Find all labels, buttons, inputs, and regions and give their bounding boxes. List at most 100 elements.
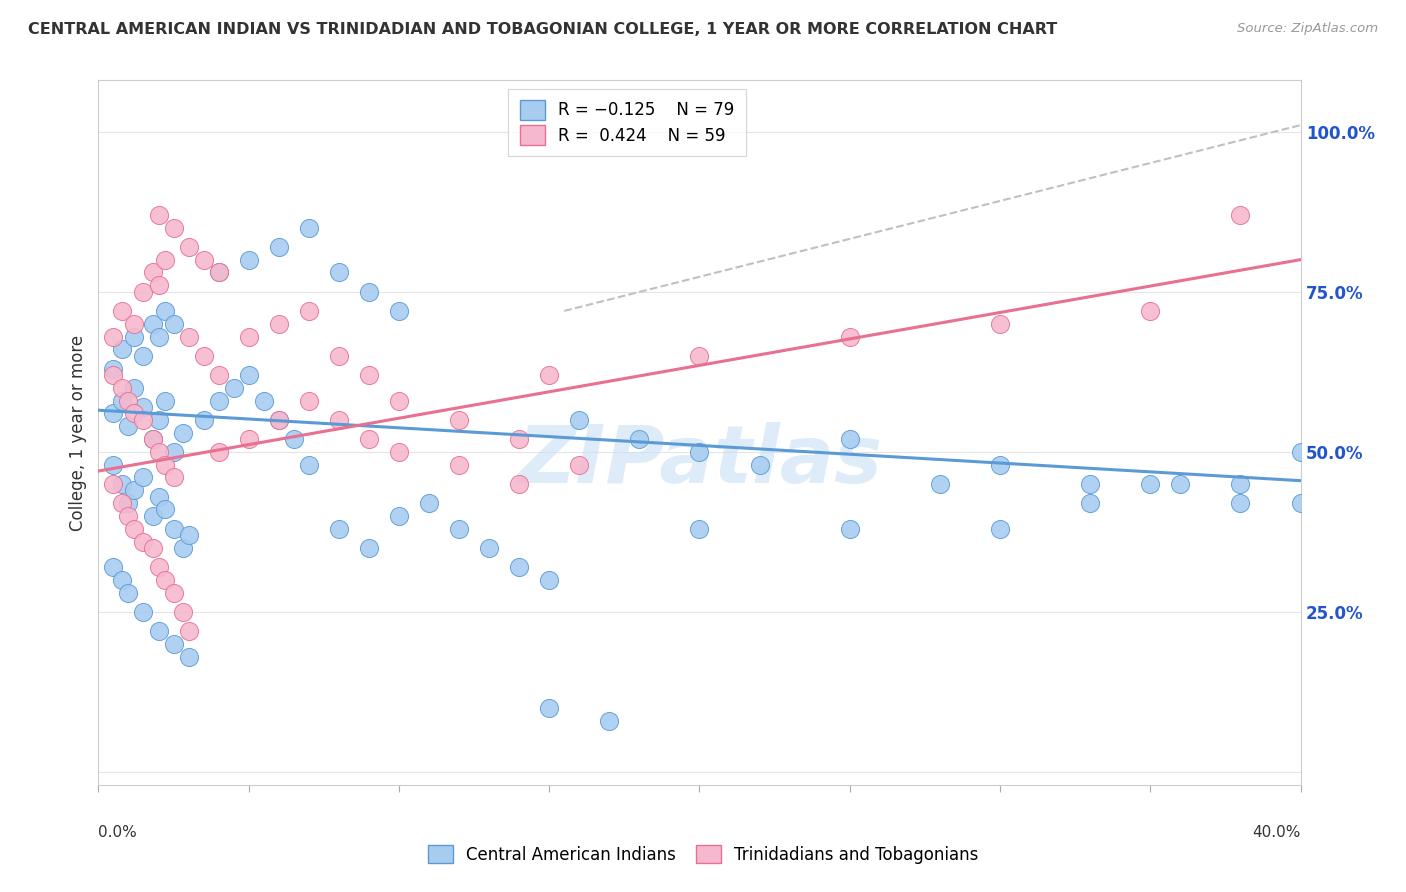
Point bbox=[357, 368, 380, 382]
Point bbox=[357, 432, 380, 446]
Point bbox=[538, 368, 561, 382]
Text: CENTRAL AMERICAN INDIAN VS TRINIDADIAN AND TOBAGONIAN COLLEGE, 1 YEAR OR MORE CO: CENTRAL AMERICAN INDIAN VS TRINIDADIAN A… bbox=[28, 22, 1057, 37]
Point bbox=[1229, 496, 1251, 510]
Point bbox=[162, 317, 184, 331]
Point bbox=[117, 586, 139, 600]
Point bbox=[1139, 304, 1161, 318]
Point bbox=[103, 476, 125, 491]
Point bbox=[162, 470, 184, 484]
Point bbox=[124, 381, 146, 395]
Point bbox=[222, 381, 245, 395]
Point bbox=[177, 329, 200, 343]
Point bbox=[298, 304, 321, 318]
Point bbox=[141, 265, 163, 279]
Point bbox=[598, 714, 620, 728]
Point bbox=[103, 560, 125, 574]
Point bbox=[988, 458, 1011, 472]
Point bbox=[388, 445, 411, 459]
Point bbox=[111, 304, 134, 318]
Point bbox=[193, 252, 215, 267]
Point bbox=[103, 329, 125, 343]
Point bbox=[988, 522, 1011, 536]
Point bbox=[141, 541, 163, 555]
Point bbox=[267, 240, 290, 254]
Point bbox=[1170, 476, 1192, 491]
Point bbox=[208, 368, 231, 382]
Point bbox=[177, 528, 200, 542]
Point bbox=[148, 624, 170, 639]
Point bbox=[132, 400, 155, 414]
Y-axis label: College, 1 year or more: College, 1 year or more bbox=[69, 334, 87, 531]
Point bbox=[1229, 208, 1251, 222]
Point bbox=[447, 458, 470, 472]
Point bbox=[1139, 476, 1161, 491]
Point bbox=[132, 470, 155, 484]
Point bbox=[162, 522, 184, 536]
Point bbox=[148, 413, 170, 427]
Point bbox=[162, 445, 184, 459]
Point bbox=[117, 419, 139, 434]
Point bbox=[298, 458, 321, 472]
Point bbox=[208, 265, 231, 279]
Point bbox=[124, 483, 146, 498]
Point bbox=[124, 522, 146, 536]
Point bbox=[193, 349, 215, 363]
Point bbox=[141, 432, 163, 446]
Point bbox=[103, 406, 125, 420]
Point bbox=[141, 432, 163, 446]
Point bbox=[153, 393, 176, 408]
Point bbox=[388, 508, 411, 523]
Point bbox=[148, 278, 170, 293]
Point bbox=[111, 393, 134, 408]
Point bbox=[208, 393, 231, 408]
Point bbox=[688, 522, 710, 536]
Point bbox=[298, 220, 321, 235]
Point bbox=[688, 445, 710, 459]
Point bbox=[328, 522, 350, 536]
Point bbox=[117, 496, 139, 510]
Point bbox=[111, 476, 134, 491]
Point bbox=[688, 349, 710, 363]
Point bbox=[148, 445, 170, 459]
Point bbox=[508, 560, 530, 574]
Point bbox=[132, 534, 155, 549]
Point bbox=[132, 349, 155, 363]
Point bbox=[172, 605, 194, 619]
Point bbox=[148, 490, 170, 504]
Point bbox=[193, 413, 215, 427]
Point bbox=[838, 432, 860, 446]
Legend: R = −0.125    N = 79, R =  0.424    N = 59: R = −0.125 N = 79, R = 0.424 N = 59 bbox=[509, 88, 747, 156]
Point bbox=[162, 586, 184, 600]
Point bbox=[148, 329, 170, 343]
Point bbox=[141, 508, 163, 523]
Point bbox=[238, 368, 260, 382]
Point bbox=[988, 317, 1011, 331]
Point bbox=[103, 458, 125, 472]
Point bbox=[568, 413, 591, 427]
Point bbox=[838, 522, 860, 536]
Point bbox=[153, 304, 176, 318]
Point bbox=[328, 349, 350, 363]
Point bbox=[124, 329, 146, 343]
Point bbox=[153, 458, 176, 472]
Point bbox=[208, 445, 231, 459]
Point bbox=[283, 432, 305, 446]
Point bbox=[478, 541, 501, 555]
Point bbox=[111, 381, 134, 395]
Point bbox=[141, 317, 163, 331]
Point bbox=[568, 458, 591, 472]
Point bbox=[508, 476, 530, 491]
Point bbox=[267, 317, 290, 331]
Point bbox=[172, 541, 194, 555]
Point bbox=[238, 252, 260, 267]
Text: 0.0%: 0.0% bbox=[98, 825, 138, 839]
Point bbox=[418, 496, 440, 510]
Point bbox=[929, 476, 952, 491]
Point bbox=[117, 508, 139, 523]
Text: Source: ZipAtlas.com: Source: ZipAtlas.com bbox=[1237, 22, 1378, 36]
Point bbox=[177, 240, 200, 254]
Point bbox=[132, 285, 155, 299]
Point bbox=[508, 432, 530, 446]
Point bbox=[103, 361, 125, 376]
Point bbox=[162, 637, 184, 651]
